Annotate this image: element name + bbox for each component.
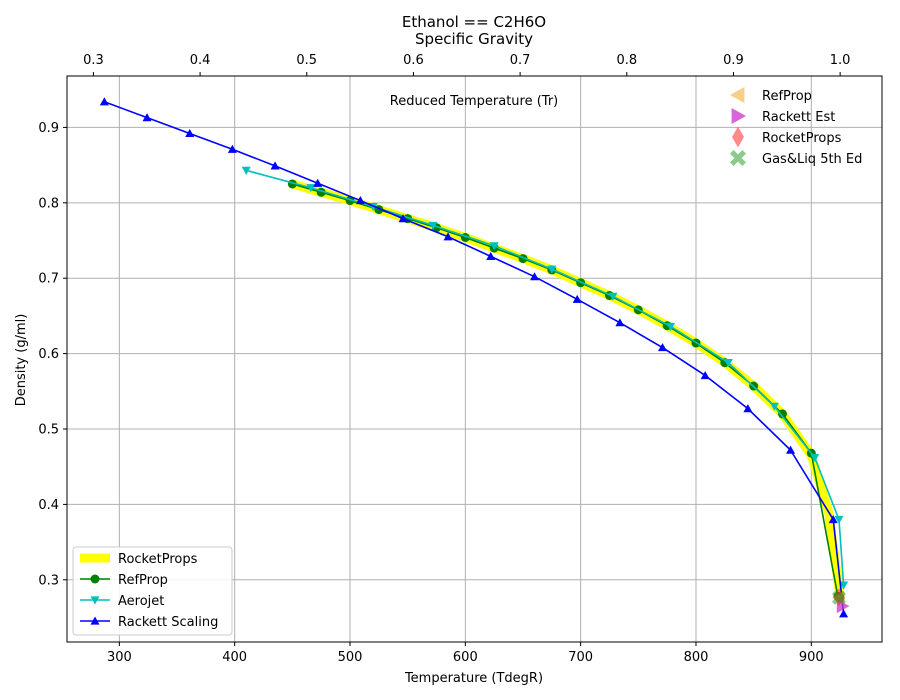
y-tick-label: 0.7: [38, 272, 59, 287]
legend-label: Aerojet: [118, 594, 164, 609]
x-tick-label: 500: [338, 650, 363, 665]
data-point: [99, 97, 109, 106]
critical-point: [831, 590, 846, 605]
x-tick-label: 300: [107, 650, 132, 665]
plot-frame: [66, 75, 883, 643]
legend-marker: [731, 108, 746, 124]
series-layer: [99, 97, 849, 618]
legend-label: RefProp: [118, 573, 168, 588]
data-point: [615, 318, 625, 327]
legend-marker: [730, 150, 746, 166]
legend-label: RefProp: [762, 89, 812, 104]
top-axis-label: Specific Gravity: [415, 30, 533, 48]
top-tick-label: 0.6: [403, 53, 424, 68]
data-point: [270, 161, 280, 170]
top-tick-label: 0.9: [723, 53, 744, 68]
legend-marker: [90, 574, 100, 584]
data-point: [810, 454, 820, 463]
legend-marker: [90, 616, 100, 625]
data-point: [398, 214, 408, 223]
legend-label: RocketProps: [118, 552, 198, 567]
y-tick-label: 0.9: [38, 121, 59, 136]
top-axis-ticks: 0.3 0.4 0.5 0.6 0.7 0.8 0.9 1.0: [83, 53, 850, 76]
data-point: [666, 322, 676, 331]
data-point: [828, 514, 838, 524]
legend-series-box: [72, 546, 233, 636]
data-point: [777, 409, 787, 419]
data-point: [428, 221, 438, 230]
top-tick-label: 0.4: [190, 53, 211, 68]
y-tick-label: 0.5: [38, 423, 59, 438]
legend-critical-points: RefProp Rackett Est RocketProps Gas&Liq 5th…: [730, 87, 862, 167]
reduced-temperature-annotation: Reduced Temperature (Tr): [390, 94, 558, 109]
data-point: [547, 265, 557, 274]
legend-series: RocketProps RefProp Aerojet Rackett Scaling: [72, 546, 233, 636]
chart-title: Ethanol == C2H6O: [402, 13, 546, 31]
data-point: [355, 196, 365, 205]
legend-label: RocketProps: [762, 131, 842, 146]
y-tick-label: 0.8: [38, 196, 59, 211]
y-tick-label: 0.6: [38, 347, 59, 362]
top-tick-label: 0.8: [616, 53, 637, 68]
legend-label: Rackett Scaling: [118, 615, 218, 630]
top-tick-label: 0.3: [83, 53, 104, 68]
top-tick-label: 0.5: [296, 53, 317, 68]
data-point: [834, 515, 844, 524]
left-axis-ticks: 0.3 0.4 0.5 0.6 0.7 0.8 0.9: [38, 121, 67, 588]
data-point: [839, 609, 849, 618]
x-axis-label: Temperature (TdegR): [404, 671, 543, 686]
top-tick-label: 1.0: [830, 53, 851, 68]
top-tick-label: 0.7: [510, 53, 531, 68]
data-point: [658, 343, 668, 352]
data-point: [443, 232, 453, 241]
series-rackett-scaling: [99, 97, 849, 618]
data-point: [608, 292, 618, 301]
data-point: [185, 128, 195, 138]
data-point: [839, 581, 849, 590]
bottom-axis-ticks: 300 400 500 600 700 800 900: [107, 642, 824, 665]
data-point: [227, 144, 237, 153]
data-point: [489, 242, 499, 251]
y-tick-label: 0.4: [38, 498, 59, 513]
y-tick-label: 0.3: [38, 573, 59, 588]
data-point: [743, 404, 753, 413]
x-tick-label: 600: [453, 650, 478, 665]
legend-marker: [90, 596, 100, 605]
x-tick-label: 800: [684, 650, 709, 665]
data-point: [313, 178, 323, 187]
data-point: [241, 166, 251, 175]
x-tick-label: 700: [568, 650, 593, 665]
legend-marker: [730, 87, 745, 103]
data-point: [306, 184, 316, 193]
data-point: [142, 113, 152, 122]
data-point: [769, 402, 779, 411]
data-point: [572, 294, 582, 303]
data-point: [723, 359, 733, 368]
y-axis-label: Density (g/ml): [14, 314, 29, 407]
legend-marker: [732, 126, 744, 148]
x-tick-label: 400: [222, 650, 247, 665]
data-point: [486, 251, 496, 260]
x-tick-label: 900: [799, 650, 824, 665]
legend-label: Rackett Est: [762, 110, 835, 125]
critical-points-layer: [831, 588, 850, 614]
data-point: [700, 370, 710, 380]
data-point: [530, 272, 540, 281]
legend-label: Gas&Liq 5th Ed: [762, 152, 862, 167]
data-point: [786, 445, 796, 454]
